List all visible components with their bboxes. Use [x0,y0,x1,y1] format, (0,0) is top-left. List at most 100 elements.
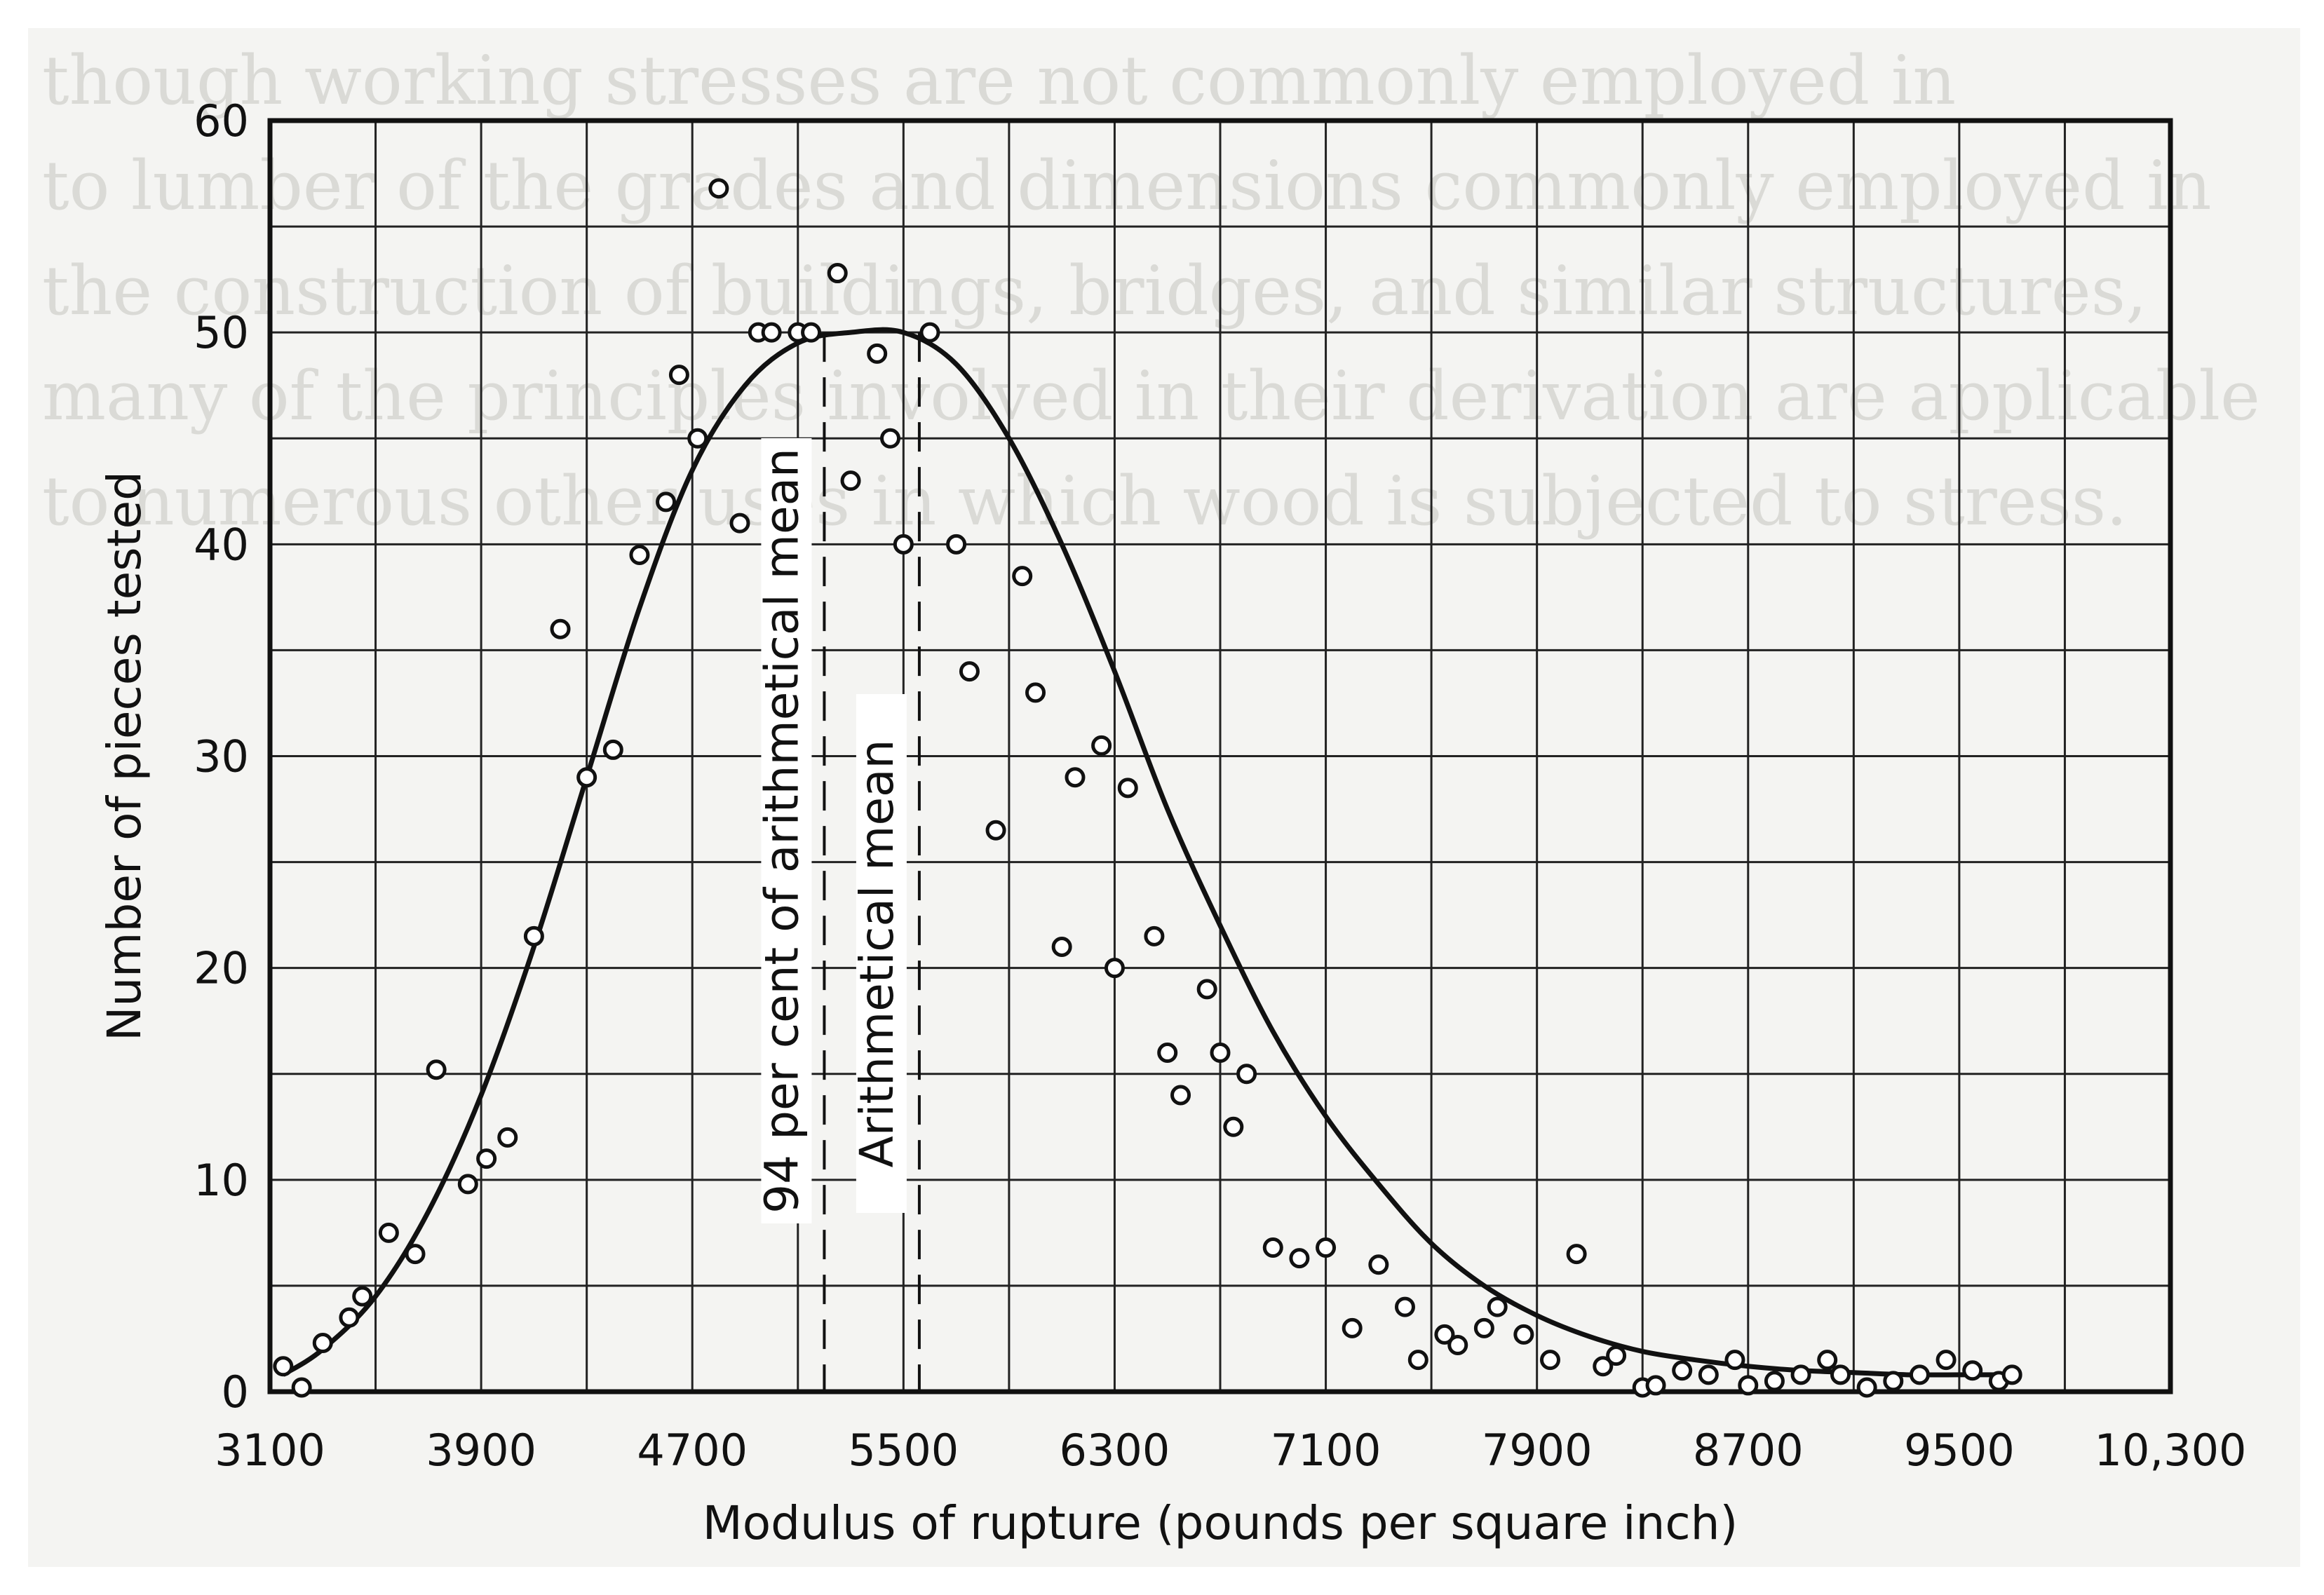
y-tick-label: 10 [194,1155,249,1206]
x-tick-label: 7900 [1482,1425,1593,1476]
data-point [1394,1296,1415,1317]
x-tick-label: 10,300 [2095,1425,2247,1476]
background-bleed-text: though working stresses are not commonly… [28,28,2300,1567]
x-tick-label: 7100 [1271,1425,1381,1476]
data-point [1487,1296,1508,1317]
x-tick-label: 6300 [1060,1425,1170,1476]
bleed-line: many of the principles involved in their… [42,357,2260,435]
data-point [1434,1324,1455,1345]
data-point [1051,936,1072,957]
data-point [273,1356,294,1377]
data-point [919,322,940,343]
data-point [1764,1371,1785,1392]
bleed-line: though working stresses are not commonly… [42,41,1957,120]
data-point [840,470,861,491]
fitted-curve [281,327,2013,1378]
y-tick-label: 40 [194,519,249,570]
data-point [1170,1085,1191,1106]
data-point [1856,1377,1877,1398]
x-tick-label: 9500 [1904,1425,2015,1476]
data-point [1104,958,1125,979]
bleed-line: the construction of buildings, bridges, … [42,252,2147,330]
data-point [1672,1360,1693,1381]
data-points [273,178,2022,1398]
data-point [497,1127,518,1148]
data-point [602,739,623,760]
data-point [339,1307,360,1328]
data-point [576,767,597,788]
x-tick-label: 5500 [848,1425,959,1476]
data-point [1342,1317,1363,1338]
data-point [1830,1364,1851,1385]
y-tick-label: 30 [194,731,249,782]
data-point [629,544,650,565]
data-point [893,534,914,555]
data-point [867,343,888,364]
data-point [1724,1350,1745,1371]
plot-frame [267,118,2173,1394]
data-point [1091,735,1112,756]
data-point [1962,1360,1983,1381]
data-point [1289,1248,1310,1269]
data-point [405,1244,426,1265]
annotation-label-background [761,438,812,1223]
data-point [985,820,1006,841]
data-point [1223,1116,1244,1137]
bleed-line: to lumber of the grades and dimensions c… [42,147,2212,225]
data-point [1513,1324,1534,1345]
data-point [827,263,848,284]
data-point [1698,1364,1719,1385]
data-point [1407,1350,1428,1371]
x-tick-label: 3900 [426,1425,536,1476]
scanned-page: though working stresses are not commonly… [28,28,2300,1567]
data-point [1368,1254,1389,1275]
x-tick-label: 8700 [1693,1425,1804,1476]
data-point [1316,1237,1337,1258]
data-point [761,322,782,343]
data-point [291,1377,312,1398]
data-point [1790,1364,1811,1385]
annotation-label: Arithmetical mean [850,740,904,1168]
data-point [523,925,544,946]
data-point [1196,979,1217,1000]
x-axis-title: Modulus of rupture (pounds per square in… [703,1496,1738,1550]
data-point [959,661,980,682]
data-point [1593,1356,1614,1377]
bleed-line: to numerous other uses in which wood is … [42,462,2128,541]
data-point [1883,1371,1904,1392]
data-point [729,513,750,534]
data-point [1606,1345,1627,1366]
data-point [378,1222,399,1243]
data-point [1909,1364,1930,1385]
data-point [1539,1350,1560,1371]
data-point [1935,1350,1957,1371]
data-point [1144,925,1165,946]
data-point [1157,1043,1178,1064]
data-point [1117,778,1138,799]
data-point [352,1286,373,1307]
data-point [1210,1043,1231,1064]
data-point [457,1174,478,1195]
data-point [880,428,901,449]
y-tick-label: 60 [194,95,249,147]
y-tick-label: 50 [194,307,249,358]
data-point [946,534,967,555]
tick-labels: 3100 3900 4700 5500 6300 7100 7900 8700 9500 10,3… [194,95,2246,1476]
x-tick-label: 3100 [215,1425,325,1476]
data-point [1262,1237,1283,1258]
y-axis-title: Number of pieces tested [97,471,151,1041]
annotation-label-background [856,694,907,1213]
annotations: 94 per cent of arithmetical mean Arithmet… [755,332,921,1392]
data-point [426,1059,447,1080]
data-point [2001,1364,2022,1385]
x-tick-label: 4700 [637,1425,748,1476]
data-point [687,428,708,449]
data-point [1473,1317,1494,1338]
data-point [476,1148,497,1169]
data-point [312,1333,333,1354]
data-point [1566,1244,1587,1265]
data-point [550,618,571,639]
annotation-label: 94 per cent of arithmetical mean [755,448,809,1214]
